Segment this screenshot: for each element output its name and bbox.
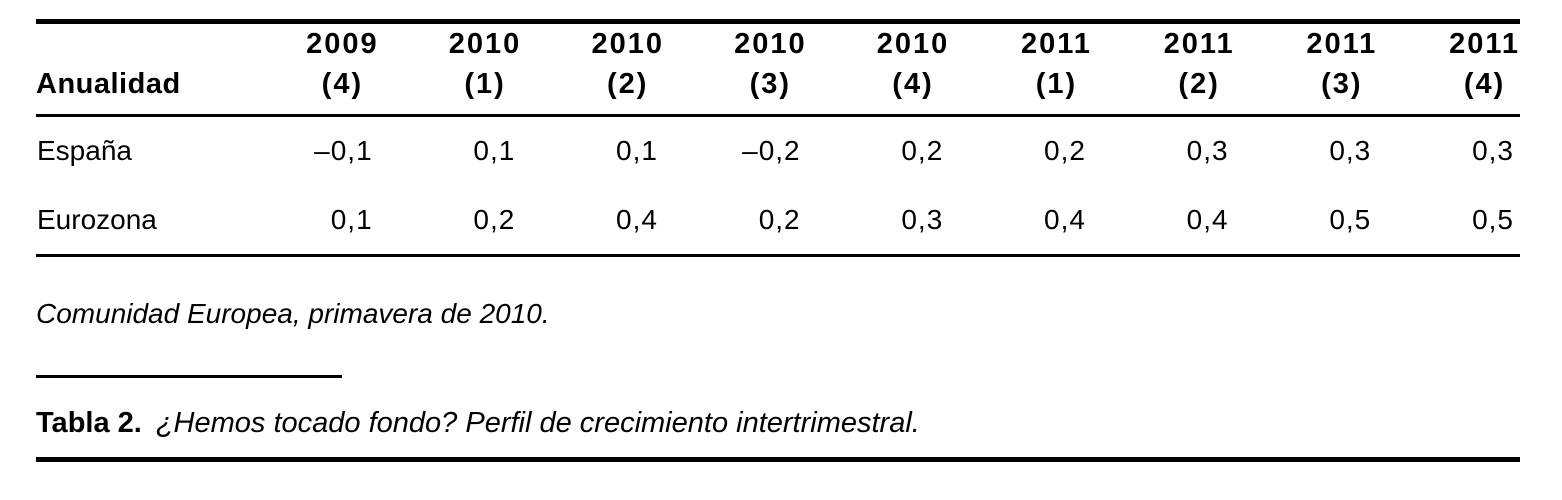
data-cell: 0,3 (1472, 135, 1514, 167)
data-cell: 0,4 (521, 185, 664, 257)
column-header-block: 2010 (2) (591, 24, 664, 104)
column-quarter: (3) (749, 68, 792, 100)
column-year: 2009 (306, 28, 379, 60)
data-cell: 0,5 (1234, 185, 1378, 257)
column-header-block: 2009 (4) (306, 24, 379, 104)
data-cell: –0,2 (742, 135, 801, 167)
data-cell: 0,3 (1186, 135, 1229, 167)
column-quarter: (2) (606, 68, 649, 100)
column-header-2011-q2: 2011 (2) (1091, 21, 1235, 117)
data-cell: 0,4 (949, 185, 1092, 257)
column-year: 2010 (876, 28, 950, 60)
column-header-2011-q1: 2011 (1) (949, 21, 1092, 117)
caption-label: Tabla 2. (36, 407, 142, 439)
column-year: 2010 (448, 28, 522, 60)
column-header-2011-q3: 2011 (3) (1234, 21, 1378, 117)
row-label: España (37, 135, 132, 167)
data-cell: 0,2 (378, 185, 522, 257)
column-year: 2011 (1163, 28, 1235, 60)
column-header-block: 2010 (4) (877, 24, 950, 104)
column-header-block: 2011 (2) (1164, 24, 1235, 104)
column-year: 2011 (1449, 28, 1520, 60)
corner-header-label: Anualidad (36, 68, 181, 100)
bottom-thick-rule (36, 457, 1520, 462)
column-header-block: 2011 (3) (1306, 24, 1377, 104)
column-year: 2011 (1306, 28, 1378, 60)
column-quarter: (1) (464, 68, 506, 100)
column-header-block: 2010 (3) (734, 24, 807, 104)
table-row-eurozona: Eurozona 0,1 0,2 0,4 0,2 0,3 0,4 0,4 0,5… (36, 185, 1520, 257)
column-quarter: (4) (892, 68, 934, 100)
data-cell: 0,3 (806, 185, 950, 257)
data-cell: 0,3 (1329, 135, 1372, 167)
table-caption: Tabla 2. ¿Hemos tocado fondo? Perfil de c… (36, 404, 1520, 442)
data-cell: 0,2 (663, 185, 807, 257)
column-quarter: (4) (321, 68, 364, 100)
data-cell: 0,2 (1044, 135, 1086, 167)
column-header-2010-q1: 2010 (1) (378, 21, 522, 117)
caption-separator-rule (36, 375, 342, 378)
column-header-2011-q4: 2011 (4) (1377, 21, 1520, 117)
column-header-2010-q4: 2010 (4) (806, 21, 950, 117)
data-cell: 0,5 (1377, 185, 1520, 257)
data-cell: –0,1 (314, 135, 373, 167)
column-quarter: (3) (1321, 68, 1363, 100)
column-header-block: 2010 (1) (449, 24, 522, 104)
header-row: Anualidad 2009 (4) 2010 (1) 2010 (2) 2010 (3… (36, 21, 1520, 117)
column-quarter: (1) (1035, 68, 1078, 100)
data-cell: 0,1 (473, 135, 516, 167)
column-quarter: (4) (1463, 68, 1506, 100)
column-year: 2011 (1021, 28, 1092, 60)
column-quarter: (2) (1178, 68, 1220, 100)
column-header-2009-q4: 2009 (4) (236, 21, 379, 117)
column-header-2010-q2: 2010 (2) (521, 21, 664, 117)
column-header-block: 2011 (4) (1449, 24, 1520, 104)
data-cell: 0,4 (1091, 185, 1235, 257)
column-header-block: 2011 (1) (1021, 24, 1092, 104)
quarterly-growth-table: Anualidad 2009 (4) 2010 (1) 2010 (2) 2010 (3… (36, 19, 1520, 257)
row-label: Eurozona (36, 185, 236, 257)
data-cell: 0,1 (616, 135, 658, 167)
column-year: 2010 (734, 28, 807, 60)
table-row-espana: España –0,1 0,1 0,1 –0,2 0,2 0,2 0,3 0,3… (36, 116, 1520, 186)
caption-title: ¿Hemos tocado fondo? Perfil de crecimien… (155, 407, 920, 439)
source-note: Comunidad Europea, primavera de 2010. (36, 298, 550, 329)
column-year: 2010 (591, 28, 664, 60)
data-cell: 0,1 (236, 185, 379, 257)
column-header-2010-q3: 2010 (3) (663, 21, 807, 117)
data-cell: 0,2 (901, 135, 944, 167)
corner-header-anualidad: Anualidad (36, 21, 236, 117)
